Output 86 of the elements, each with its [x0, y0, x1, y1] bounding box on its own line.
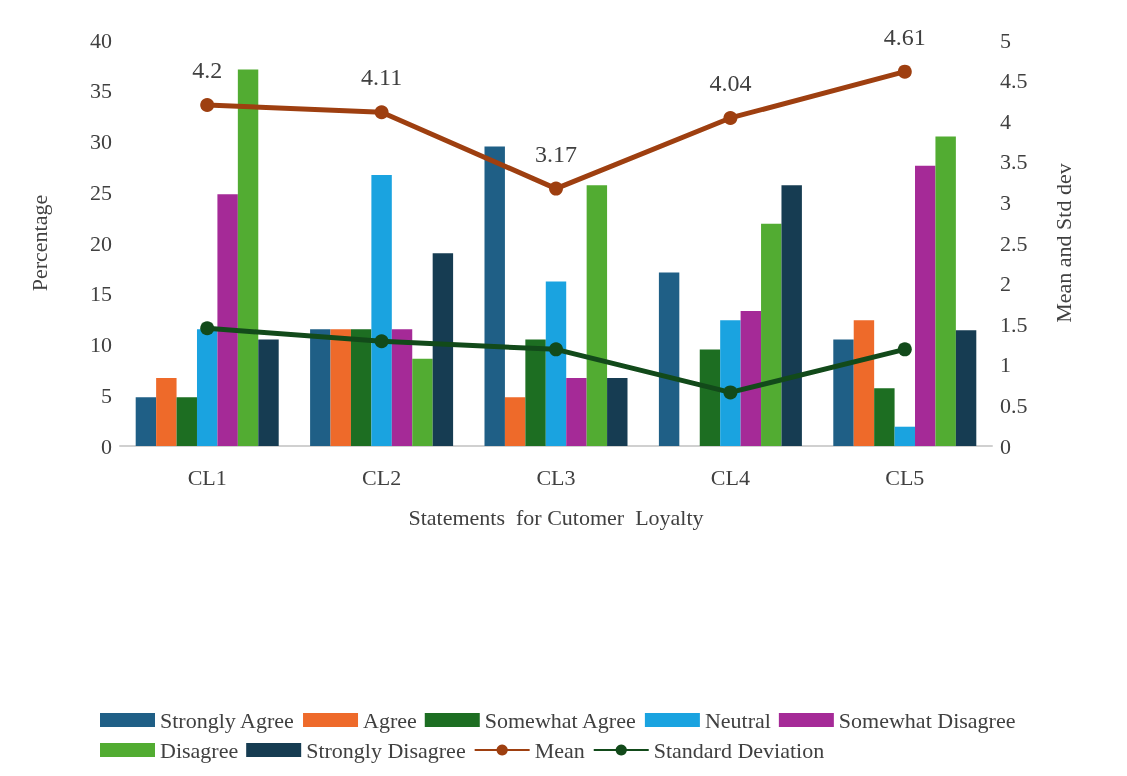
y-axis-title: Percentage	[26, 194, 52, 292]
bar	[504, 397, 526, 446]
bar	[955, 330, 977, 446]
bar	[915, 165, 936, 446]
legend-label: Disagree	[160, 737, 239, 763]
y2-tick-label: 5	[1000, 27, 1011, 53]
legend-label: Somewhat Disagree	[838, 707, 1016, 733]
y2-tick-label: 3	[1000, 189, 1011, 215]
bar	[894, 426, 916, 446]
point	[723, 385, 738, 400]
point	[549, 342, 563, 357]
bar	[258, 339, 279, 446]
point	[374, 105, 389, 120]
bar	[217, 194, 238, 446]
legend-label: Strongly Agree	[160, 707, 294, 733]
y-tick-label: 10	[90, 332, 112, 357]
bar	[740, 311, 762, 446]
bar	[607, 378, 628, 446]
point	[374, 334, 389, 349]
y-tick-label: 0	[101, 433, 112, 459]
bar	[874, 388, 895, 446]
bar	[935, 136, 956, 446]
bar	[853, 320, 875, 446]
point	[200, 321, 215, 336]
x-tick-label: CL4	[710, 464, 750, 490]
point	[549, 181, 563, 196]
legend-label: Somewhat Agree	[484, 707, 636, 733]
y-tick-label: 35	[90, 78, 112, 104]
point	[897, 342, 912, 357]
x-tick-label: CL2	[362, 464, 402, 490]
y2-tick-label: 0.5	[1000, 392, 1028, 418]
legend-label: Mean	[534, 737, 585, 763]
bar	[761, 223, 782, 446]
point	[723, 110, 738, 125]
y2-tick-label: 1.5	[1000, 311, 1028, 337]
bar	[586, 185, 608, 446]
bar	[371, 175, 392, 446]
bar	[135, 397, 157, 446]
bar	[432, 253, 454, 446]
y-tick-label: 30	[90, 129, 112, 154]
x-tick-label: CL5	[885, 464, 925, 490]
legend-label: Standard Deviation	[653, 737, 825, 763]
bar	[350, 329, 372, 446]
bar	[525, 339, 546, 446]
legend-label: Agree	[363, 707, 417, 733]
x-axis-title: Statements for Cutomer Loyalty	[408, 504, 704, 530]
data-label: 4.04	[709, 69, 752, 96]
point	[200, 97, 215, 112]
bar	[781, 185, 802, 446]
y2-tick-label: 1	[1000, 352, 1011, 378]
bar	[658, 272, 680, 446]
bar	[412, 358, 433, 446]
bar	[720, 320, 741, 446]
y2-tick-label: 4.5	[1000, 68, 1028, 94]
bar	[196, 329, 218, 446]
data-label: 4.2	[192, 56, 223, 83]
y2-tick-label: 2	[1000, 271, 1011, 297]
y2-tick-label: 4	[1000, 108, 1011, 134]
y-tick-label: 5	[101, 382, 112, 408]
legend-label: Neutral	[704, 707, 771, 733]
point	[897, 64, 912, 79]
bar	[833, 339, 854, 446]
y2-tick-label: 2.5	[1000, 230, 1028, 256]
x-tick-label: CL1	[187, 464, 227, 490]
y-tick-label: 15	[90, 281, 112, 307]
bar	[176, 397, 197, 446]
data-label: 4.61	[883, 23, 926, 50]
bar	[310, 329, 331, 446]
bar	[566, 378, 587, 446]
data-label: 4.11	[361, 64, 403, 91]
y-tick-label: 25	[90, 179, 112, 205]
bar	[391, 329, 413, 446]
bar	[699, 349, 721, 446]
y2-tick-label: 0	[1000, 433, 1011, 459]
y2-axis-title: Mean and Std dev	[1050, 163, 1076, 323]
legend-label: Strongly Disagree	[306, 737, 466, 763]
bar	[237, 69, 259, 446]
x-tick-label: CL3	[536, 464, 576, 490]
bar	[330, 329, 351, 446]
data-label: 3.17	[535, 140, 577, 167]
y-tick-label: 20	[90, 230, 112, 256]
bar	[484, 146, 505, 446]
y-tick-label: 40	[90, 27, 112, 53]
y2-tick-label: 3.5	[1000, 149, 1028, 175]
bar	[156, 378, 177, 446]
bar	[545, 281, 567, 446]
